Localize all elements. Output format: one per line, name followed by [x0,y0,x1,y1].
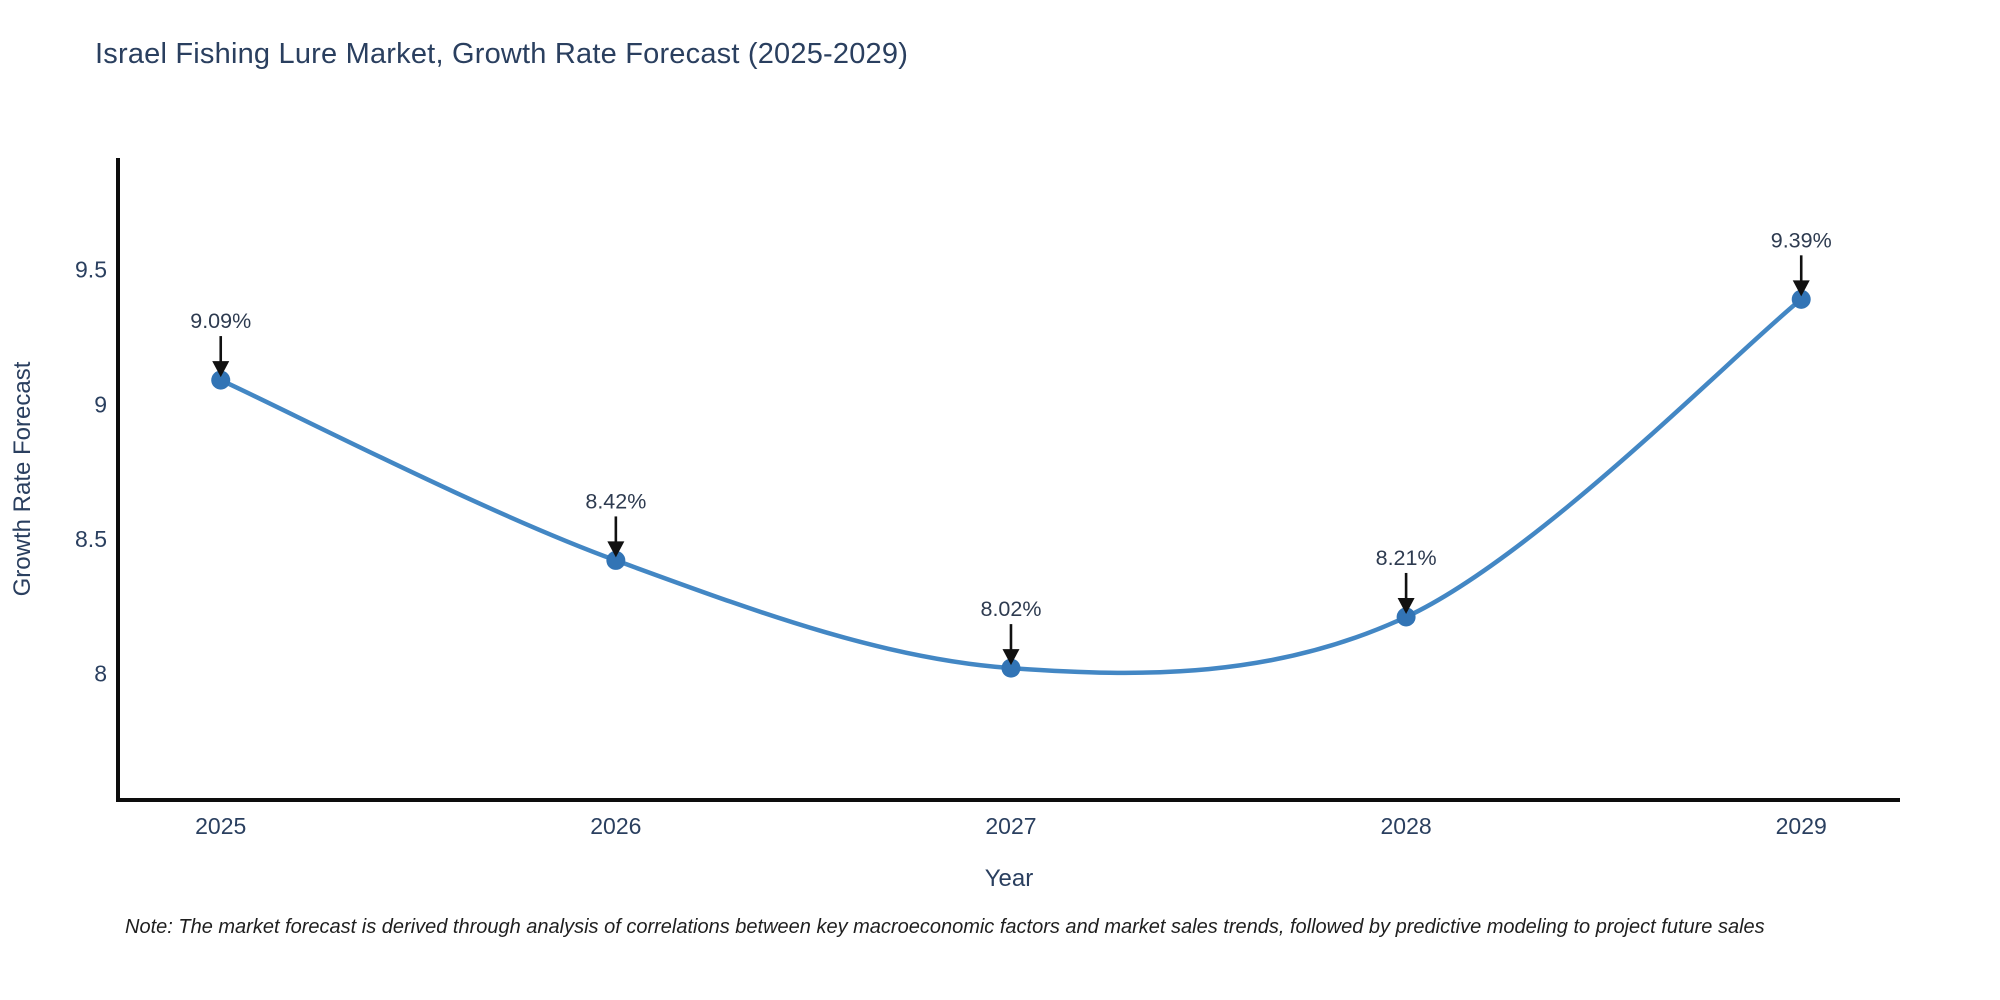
annotation-label: 8.02% [980,597,1041,621]
y-tick-label: 9.5 [75,257,107,283]
annotation-label: 8.42% [585,489,646,513]
annotation-label: 9.39% [1771,228,1832,252]
annotation-arrowhead [607,541,625,558]
annotation-arrowhead [1792,280,1810,297]
chart-title: Israel Fishing Lure Market, Growth Rate … [95,38,909,70]
x-tick-label: 2028 [1381,813,1432,839]
y-axis-title: Growth Rate Forecast [9,361,36,596]
data-point-2029[interactable] [1791,289,1811,309]
annotation-arrowhead [212,361,230,378]
x-axis-title: Year [985,865,1034,892]
annotation-label: 9.09% [190,309,251,333]
y-tick-label: 9 [94,391,107,417]
annotation-arrowhead [1002,649,1020,666]
x-tick-label: 2025 [195,813,246,839]
annotation-label: 8.21% [1376,546,1437,570]
x-tick-label: 2029 [1776,813,1827,839]
x-tick-label: 2027 [985,813,1036,839]
annotation-arrowhead [1397,597,1415,614]
chart-footnote: Note: The market forecast is derived thr… [125,916,1765,938]
data-point-2028[interactable] [1396,607,1416,627]
x-tick-label: 2026 [590,813,641,839]
y-tick-label: 8.5 [75,526,107,552]
data-point-2027[interactable] [1001,658,1021,678]
data-point-2026[interactable] [606,550,626,570]
data-point-2025[interactable] [211,370,231,390]
y-tick-label: 8 [94,660,107,686]
